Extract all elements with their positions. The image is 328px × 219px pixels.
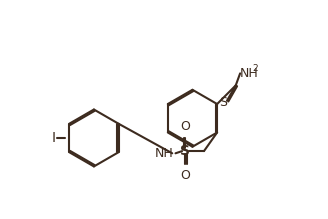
Text: NH: NH [154, 147, 173, 160]
Text: O: O [180, 120, 190, 133]
Text: S: S [219, 96, 227, 110]
Text: 2: 2 [252, 64, 258, 73]
Text: NH: NH [240, 67, 259, 80]
Text: I: I [51, 131, 55, 145]
Text: O: O [180, 169, 190, 182]
Text: S: S [180, 144, 190, 158]
